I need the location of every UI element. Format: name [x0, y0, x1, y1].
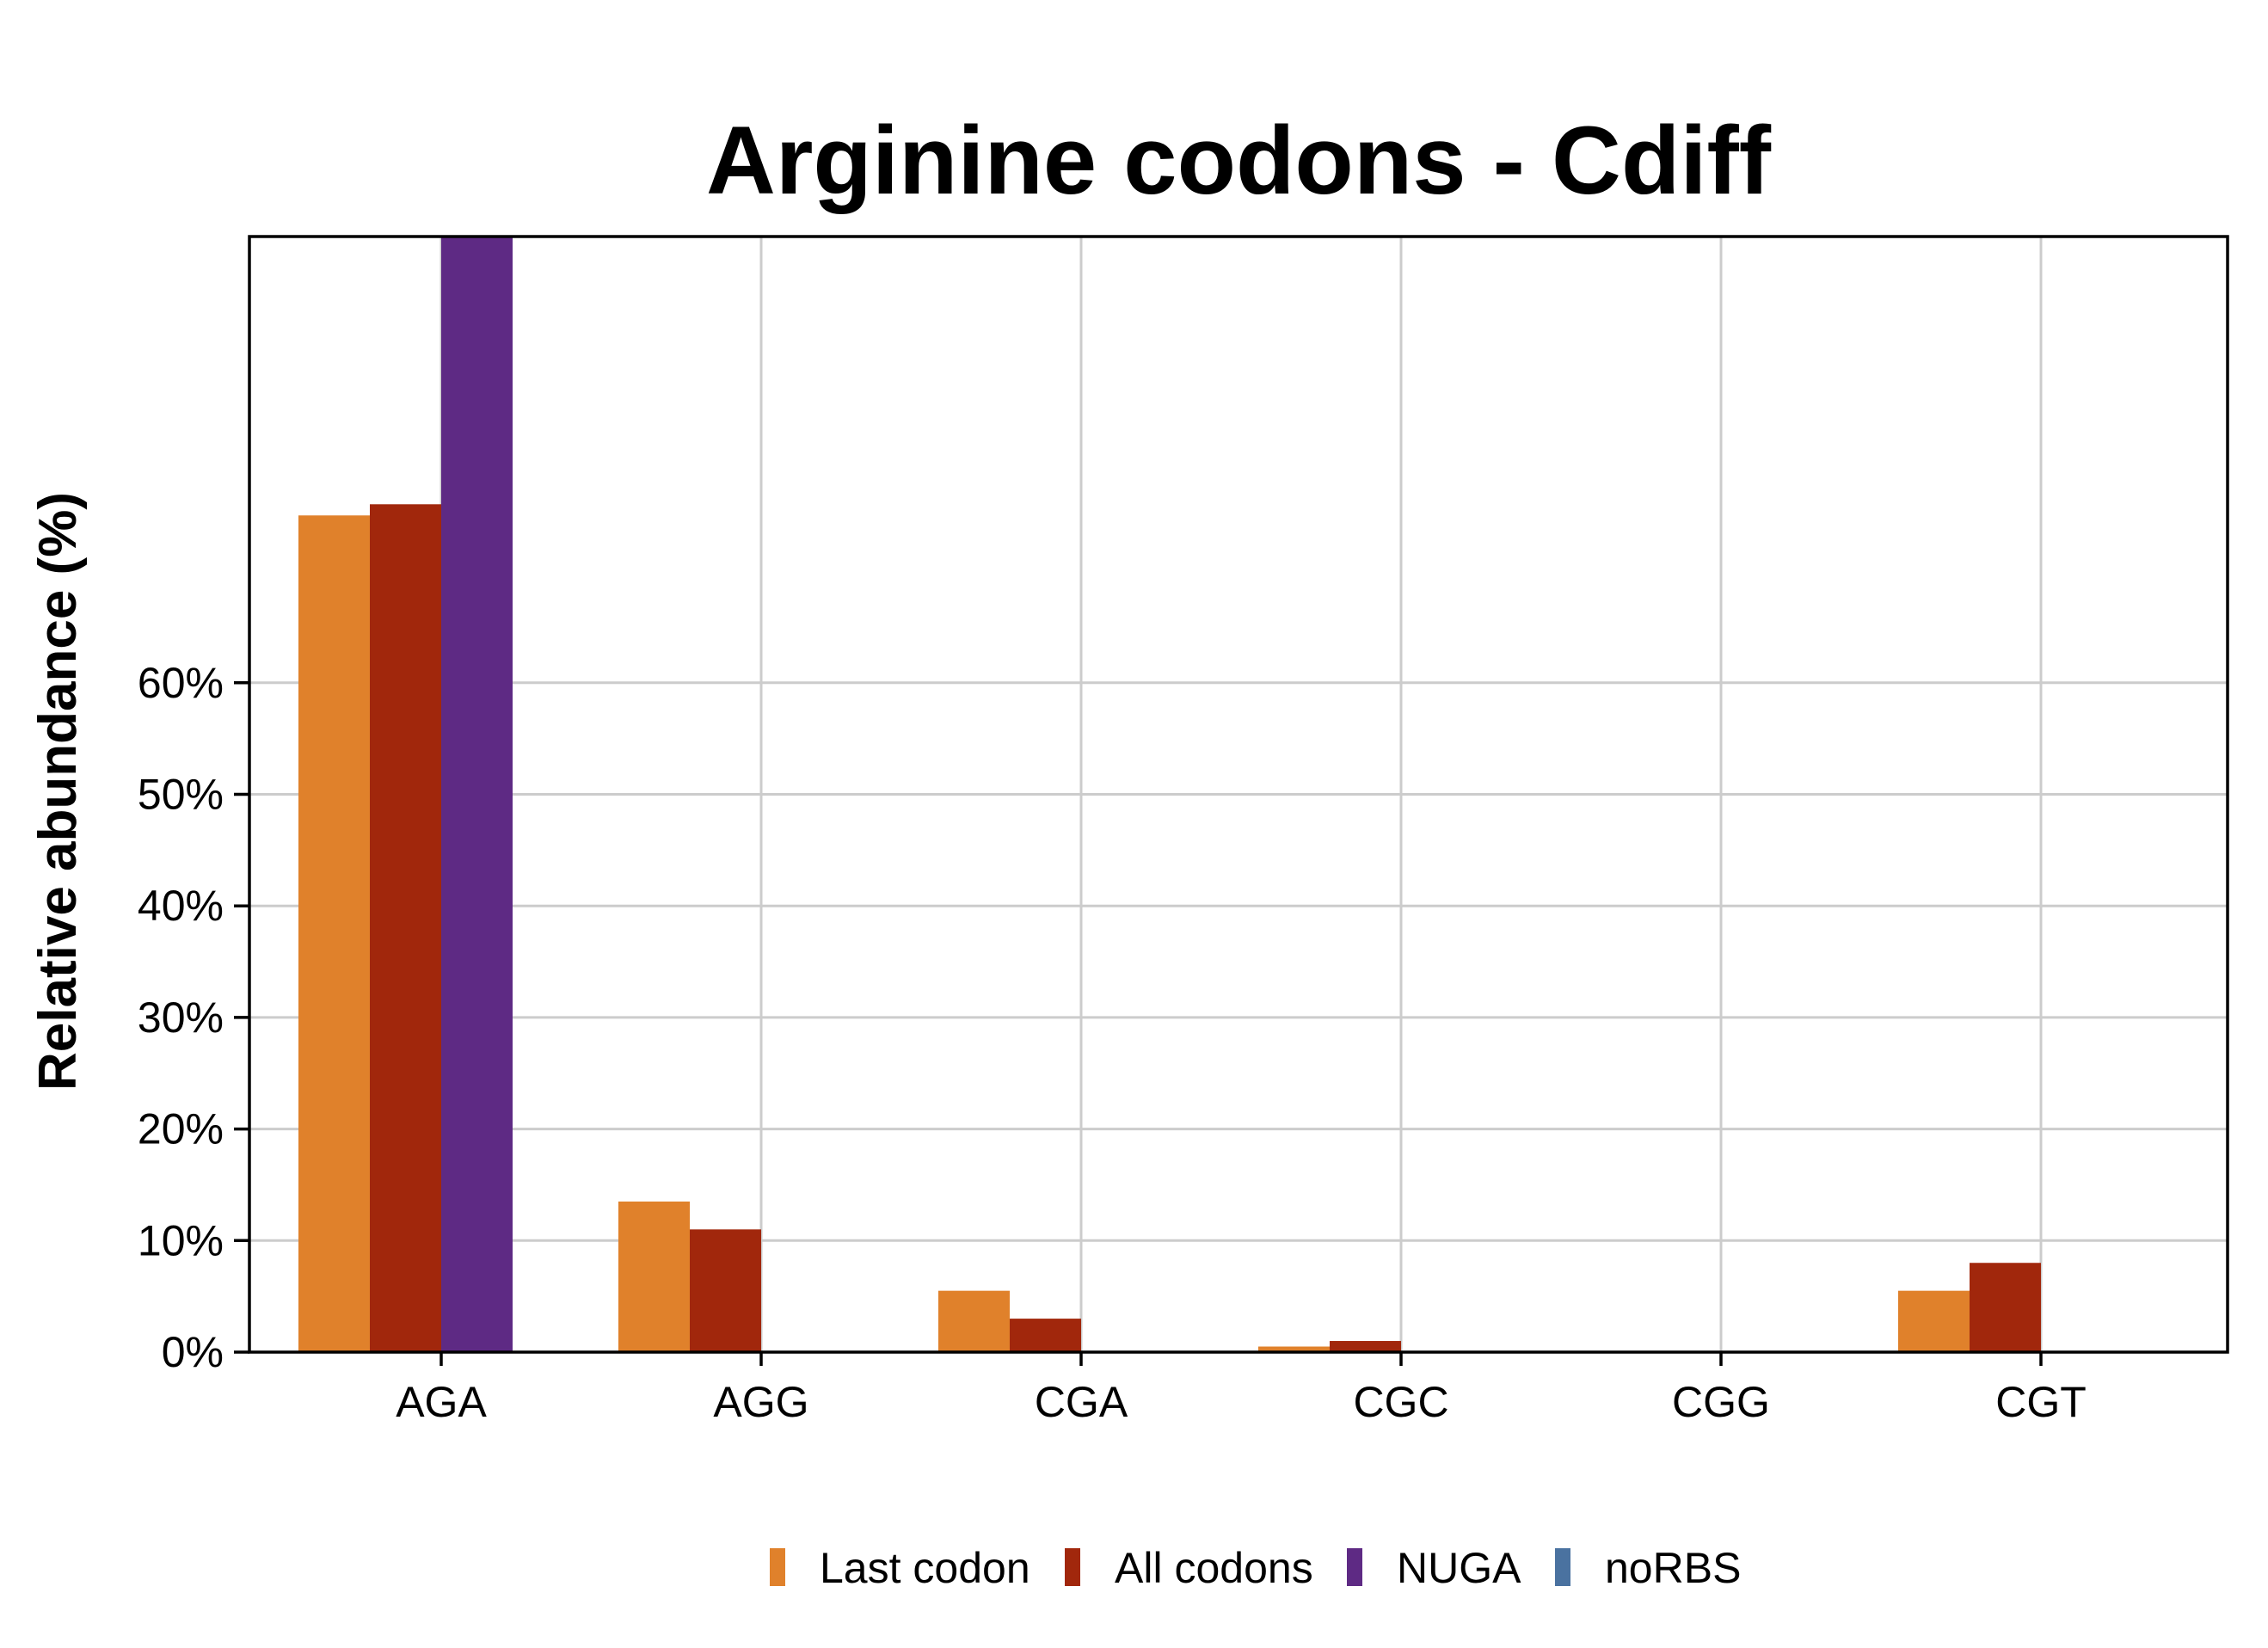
x-tick-label: AGA [396, 1378, 487, 1426]
legend-swatch [1555, 1548, 1570, 1586]
bar-last-codon-cgc [1258, 1346, 1330, 1352]
bar-last-codon-aga [298, 515, 370, 1352]
y-axis-label: Relative abundance (%) [28, 492, 88, 1091]
legend: Last codon All codons NUGA noRBS [770, 1544, 1741, 1592]
bar-last-codon-agg [618, 1201, 690, 1352]
y-axis-ticks: 0% 10% 20% 30% 40% 50% 60% [138, 659, 249, 1376]
legend-swatch [770, 1548, 785, 1586]
y-tick-label: 50% [138, 771, 224, 819]
bar-all-codons-agg [690, 1229, 761, 1352]
bar-last-codon-cga [938, 1290, 1010, 1352]
x-tick-label: AGG [713, 1378, 808, 1426]
legend-label: Last codon [820, 1544, 1030, 1592]
bar-all-codons-cga [1010, 1319, 1081, 1352]
x-tick-label: CGT [1995, 1378, 2087, 1426]
legend-label: NUGA [1397, 1544, 1521, 1592]
y-tick-label: 20% [138, 1105, 224, 1153]
y-tick-label: 0% [162, 1328, 224, 1376]
bar-all-codons-cgc [1330, 1341, 1401, 1352]
bar-nuga-aga [441, 237, 513, 1352]
bars [298, 237, 2041, 1352]
legend-swatch [1347, 1548, 1362, 1586]
legend-swatch [1065, 1548, 1080, 1586]
grid-lines [249, 237, 2228, 1354]
y-tick-label: 10% [138, 1216, 224, 1264]
x-tick-label: CGA [1035, 1378, 1128, 1426]
legend-label: noRBS [1605, 1544, 1741, 1592]
bar-all-codons-aga [370, 504, 441, 1352]
x-tick-label: CGC [1353, 1378, 1448, 1426]
y-tick-label: 30% [138, 993, 224, 1042]
chart-title: Arginine codons - Cdiff [706, 107, 1772, 214]
y-tick-label: 40% [138, 882, 224, 930]
bar-all-codons-cgt [1970, 1263, 2041, 1352]
x-axis-ticks: AGA AGG CGA CGC CGG CGT [396, 1352, 2087, 1426]
legend-label: All codons [1115, 1544, 1313, 1592]
x-tick-label: CGG [1672, 1378, 1770, 1426]
y-tick-label: 60% [138, 659, 224, 707]
bar-last-codon-cgt [1898, 1290, 1970, 1352]
